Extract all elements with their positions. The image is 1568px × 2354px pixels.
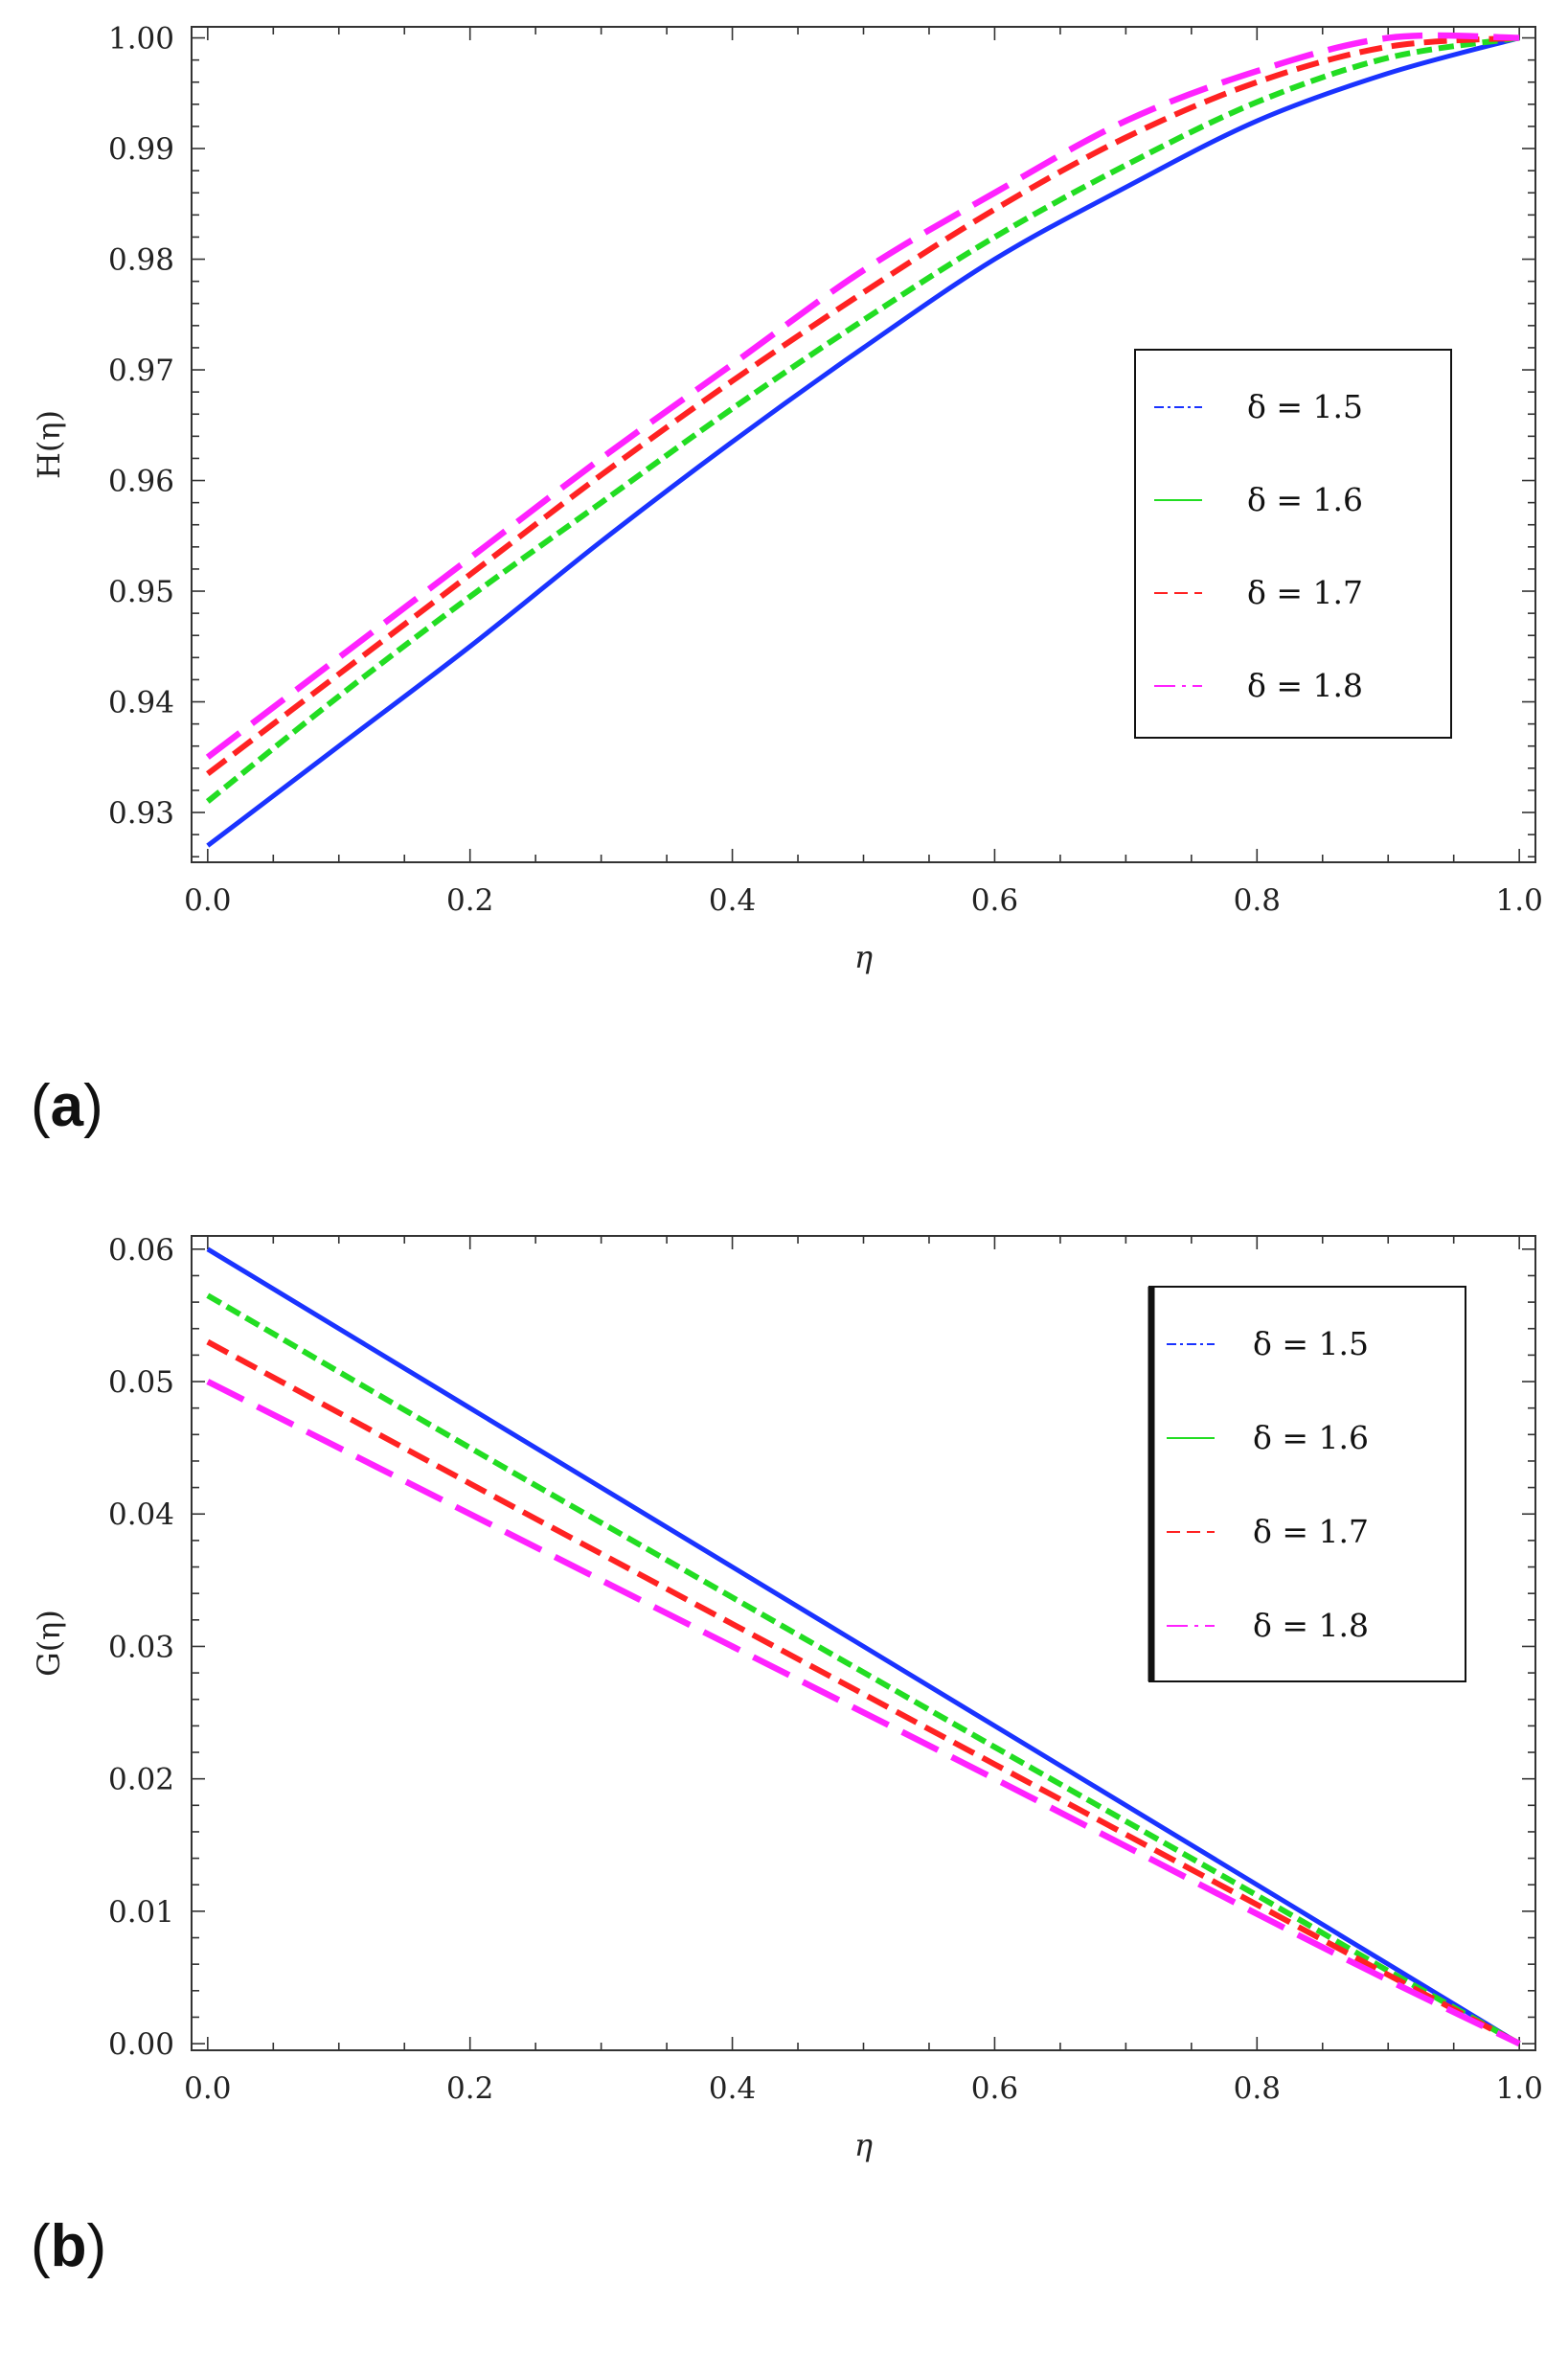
x-tick-label: 0.8 (1234, 883, 1281, 918)
legend-box (1148, 1286, 1466, 1682)
x-axis-title: η (854, 939, 873, 975)
series-line-4 (205, 32, 1520, 760)
x-tick-label: 1.0 (1496, 883, 1543, 918)
legend-label-1: δ = 1.5 (1253, 1325, 1369, 1362)
x-tick-label: 0.8 (1234, 2071, 1281, 2106)
legend: δ = 1.5 δ = 1.6 δ = 1.7 δ = 1.8 (1134, 349, 1452, 739)
legend-box (1134, 349, 1452, 739)
y-axis-title: G(η) (31, 1610, 67, 1677)
series-line-3 (206, 34, 1520, 776)
series-line-2 (205, 34, 1520, 804)
x-tick-label: 0.0 (184, 883, 231, 918)
y-tick-label: 0.97 (108, 354, 174, 388)
y-axis-title: H(η) (31, 410, 67, 479)
x-tick-label: 0.6 (971, 2071, 1018, 2106)
x-tick-label: 1.0 (1496, 2071, 1543, 2106)
panel-a-label: (a) (31, 1073, 103, 1139)
legend: δ = 1.5 δ = 1.6 δ = 1.7 δ = 1.8 (1148, 1286, 1466, 1682)
legend-label-3: δ = 1.7 (1247, 574, 1363, 611)
legend-label-1: δ = 1.5 (1247, 388, 1363, 425)
y-tick-label: 0.02 (108, 1763, 174, 1797)
y-tick-label: 0.95 (108, 575, 174, 609)
y-tick-label: 0.94 (108, 686, 174, 720)
x-tick-label: 0.4 (709, 2071, 756, 2106)
legend-label-2: δ = 1.6 (1247, 481, 1363, 518)
y-tick-label: 0.93 (108, 796, 174, 831)
series-line-2 (206, 1292, 1521, 2046)
x-axis-title: η (854, 2127, 873, 2163)
y-tick-label: 0.04 (108, 1497, 174, 1532)
y-tick-label: 0.06 (108, 1233, 174, 1268)
x-tick-label: 0.4 (709, 883, 756, 918)
y-tick-label: 0.01 (108, 1895, 174, 1930)
x-tick-label: 0.0 (184, 2071, 231, 2106)
y-tick-label: 0.96 (108, 465, 174, 499)
legend-label-4: δ = 1.8 (1253, 1607, 1369, 1644)
x-tick-label: 0.2 (446, 883, 493, 918)
y-tick-label: 0.99 (108, 132, 174, 167)
legend-label-3: δ = 1.7 (1253, 1513, 1369, 1550)
panel-a-chart: 0.0 0.2 0.4 0.6 0.8 1.0 0.93 0.94 0.95 0.96 0.97 0.… (31, 22, 1543, 975)
x-tick-label: 0.2 (446, 2071, 493, 2106)
series-line-4 (206, 1379, 1521, 2047)
legend-label-2: δ = 1.6 (1253, 1419, 1369, 1456)
series-line-1 (206, 35, 1520, 848)
x-tick-label: 0.6 (971, 883, 1018, 918)
y-tick-label: 0.05 (108, 1365, 174, 1400)
y-tick-label: 0.00 (108, 2027, 174, 2062)
y-tick-label: 1.00 (108, 22, 174, 57)
series-line-3 (206, 1338, 1521, 2046)
legend-label-4: δ = 1.8 (1247, 667, 1363, 704)
series-line-1 (206, 1246, 1521, 2046)
y-tick-label: 0.98 (108, 243, 174, 278)
panel-b-chart: 0.0 0.2 0.4 0.6 0.8 1.0 0.00 0.01 0.02 0.03 0.04 0.… (31, 1233, 1543, 2163)
panel-b-label: (b) (31, 2213, 106, 2279)
y-tick-label: 0.03 (108, 1630, 174, 1664)
